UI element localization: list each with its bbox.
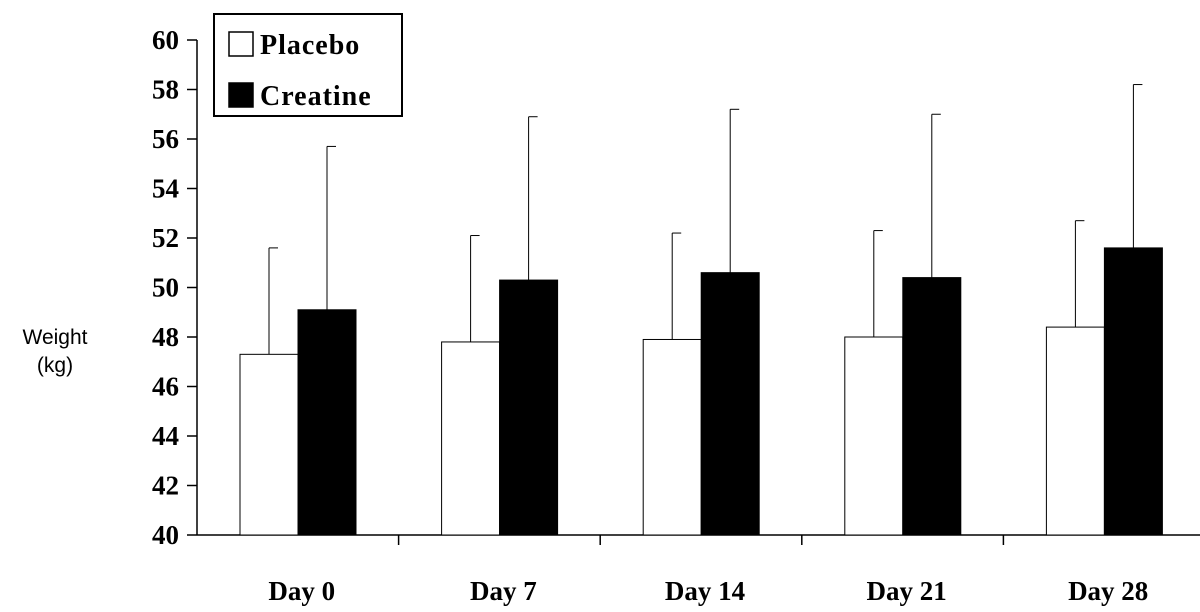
bars-layer bbox=[239, 84, 1163, 536]
legend-swatch-placebo bbox=[228, 31, 254, 57]
bar-creatine-2 bbox=[700, 272, 760, 536]
y-tick-label-52: 52 bbox=[152, 223, 179, 253]
axis-layer bbox=[187, 39, 1200, 545]
bar-creatine-0 bbox=[297, 309, 357, 536]
x-tick-label-1: Day 7 bbox=[470, 576, 537, 606]
labels-layer: 40 42 44 46 48 50 52 54 56 58 60 Day 0 Day 7 Day 14 Da… bbox=[152, 25, 1148, 606]
bar-placebo-3 bbox=[844, 336, 904, 536]
y-tick-label-58: 58 bbox=[152, 75, 179, 105]
x-tick-label-2: Day 14 bbox=[665, 576, 745, 606]
bar-creatine-3 bbox=[902, 277, 962, 536]
y-tick-label-44: 44 bbox=[152, 421, 179, 451]
legend-swatch-creatine bbox=[228, 82, 254, 108]
bar-placebo-2 bbox=[642, 338, 702, 536]
y-tick-label-50: 50 bbox=[152, 273, 179, 303]
bar-placebo-4 bbox=[1045, 326, 1105, 536]
y-tick-label-48: 48 bbox=[152, 322, 179, 352]
x-tick-label-3: Day 21 bbox=[866, 576, 946, 606]
x-tick-label-4: Day 28 bbox=[1068, 576, 1148, 606]
y-tick-label-54: 54 bbox=[152, 174, 179, 204]
bar-creatine-4 bbox=[1103, 247, 1163, 536]
y-axis-label-line-1: Weight bbox=[23, 326, 88, 349]
legend-label-placebo: Placebo bbox=[260, 30, 360, 61]
x-tick-label-0: Day 0 bbox=[268, 576, 335, 606]
bar-creatine-1 bbox=[499, 279, 559, 536]
bar-placebo-1 bbox=[441, 341, 501, 536]
y-tick-label-46: 46 bbox=[152, 372, 179, 402]
y-tick-label-42: 42 bbox=[152, 471, 179, 501]
y-tick-label-40: 40 bbox=[152, 520, 179, 550]
legend: Placebo Creatine bbox=[213, 13, 403, 117]
legend-label-creatine: Creatine bbox=[260, 81, 372, 112]
bar-placebo-0 bbox=[239, 353, 299, 536]
y-tick-label-60: 60 bbox=[152, 25, 179, 55]
y-tick-label-56: 56 bbox=[152, 124, 179, 154]
y-axis-label-line-2: (kg) bbox=[37, 354, 73, 377]
